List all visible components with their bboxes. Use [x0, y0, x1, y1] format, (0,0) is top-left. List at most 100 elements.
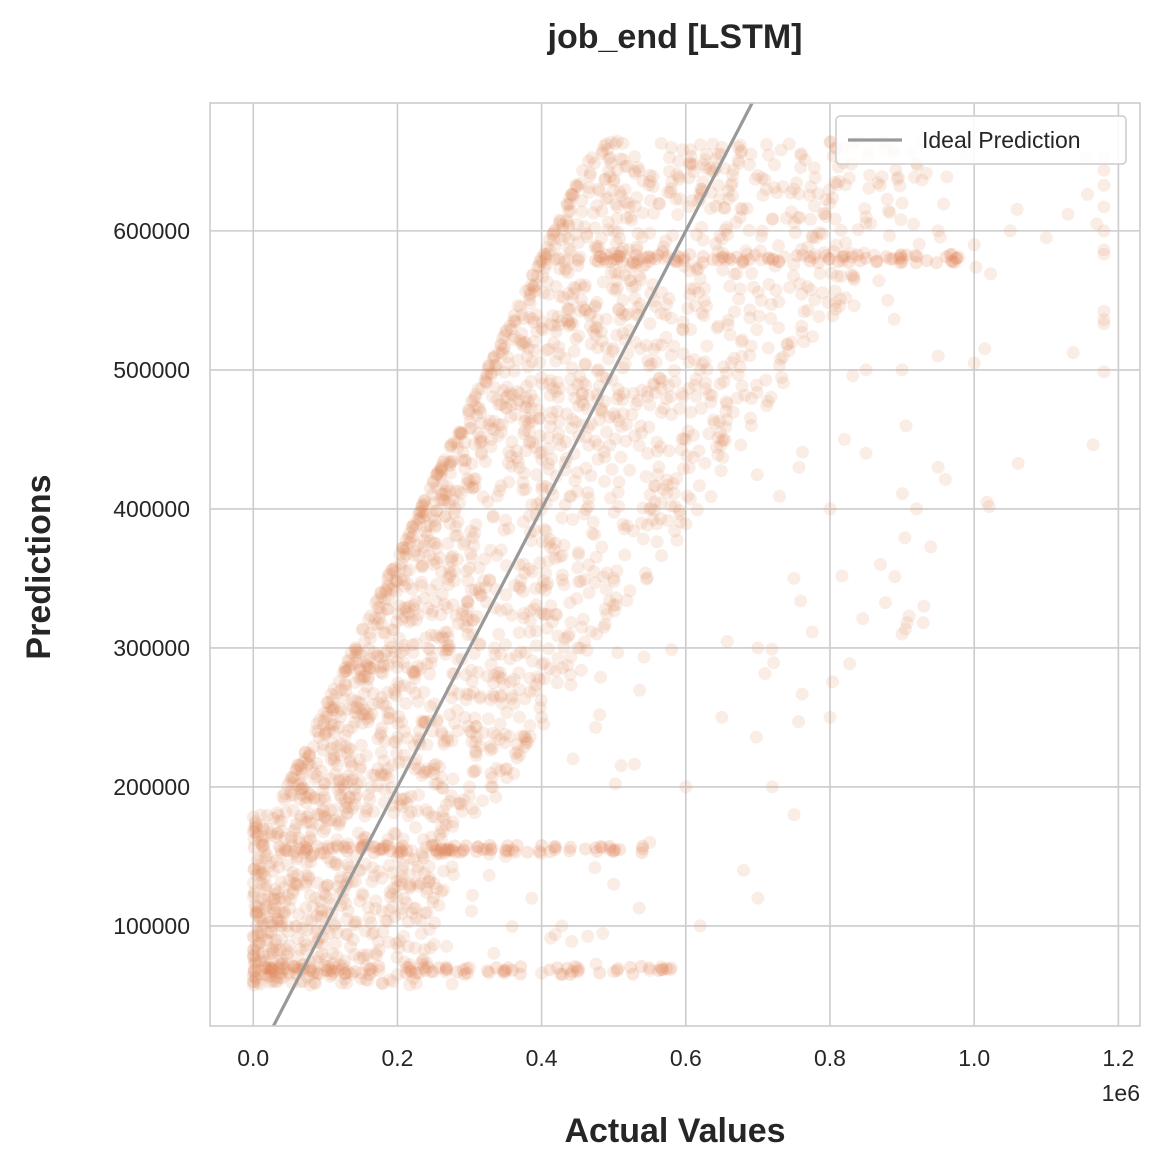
scatter-point [374, 729, 388, 743]
scatter-point [411, 538, 425, 552]
scatter-point [664, 961, 678, 975]
scatter-point [822, 251, 836, 265]
scatter-point [286, 804, 300, 818]
scatter-point [574, 278, 588, 292]
scatter-point [600, 425, 614, 439]
scatter-point [264, 961, 278, 975]
scatter-point [818, 207, 832, 221]
scatter-point [536, 535, 550, 549]
scatter-point [639, 566, 653, 580]
scatter-point [695, 357, 709, 371]
scatter-point [496, 342, 510, 356]
scatter-point [636, 206, 650, 220]
scatter-point [299, 869, 313, 883]
scatter-point [437, 597, 451, 611]
scatter-point [263, 965, 277, 979]
scatter-point [614, 759, 628, 773]
scatter-point [367, 805, 381, 819]
scatter-point [440, 601, 454, 615]
scatter-point [511, 353, 525, 367]
scatter-point [300, 791, 314, 805]
scatter-point [424, 700, 438, 714]
scatter-point [758, 667, 772, 681]
scatter-point [793, 211, 807, 225]
scatter-point [543, 963, 557, 977]
scatter-point [542, 377, 556, 391]
scatter-point [249, 820, 263, 834]
scatter-point [908, 249, 922, 263]
scatter-point [724, 356, 738, 370]
scatter-point [831, 255, 845, 269]
scatter-point [496, 331, 510, 345]
scatter-point [499, 849, 513, 863]
scatter-point [1061, 207, 1075, 221]
scatter-point [421, 641, 435, 655]
scatter-point [364, 609, 378, 623]
scatter-point [519, 444, 533, 458]
scatter-point [271, 962, 285, 976]
scatter-point [548, 928, 562, 942]
scatter-point [278, 793, 292, 807]
scatter-point [519, 335, 533, 349]
scatter-point [558, 264, 572, 278]
scatter-point [306, 900, 320, 914]
scatter-point [360, 680, 374, 694]
scatter-point [797, 335, 811, 349]
scatter-point [780, 338, 794, 352]
scatter-point [343, 940, 357, 954]
scatter-point [491, 666, 505, 680]
scatter-point [278, 831, 292, 845]
scatter-point [520, 412, 534, 426]
scatter-point [575, 394, 589, 408]
scatter-point [607, 342, 621, 356]
scatter-point [616, 361, 630, 375]
scatter-point [352, 951, 366, 965]
scatter-point [298, 934, 312, 948]
scatter-point [846, 369, 860, 383]
scatter-point [387, 687, 401, 701]
scatter-point [565, 187, 579, 201]
scatter-point [315, 947, 329, 961]
scatter-point [346, 657, 360, 671]
scatter-point [473, 588, 487, 602]
scatter-point [350, 645, 364, 659]
scatter-point [588, 299, 602, 313]
scatter-point [247, 821, 261, 835]
scatter-point [646, 169, 660, 183]
scatter-point [386, 758, 400, 772]
scatter-point [368, 902, 382, 916]
scatter-point [549, 385, 563, 399]
scatter-point [278, 894, 292, 908]
scatter-point [526, 435, 540, 449]
scatter-point [583, 169, 597, 183]
scatter-point [582, 586, 596, 600]
scatter-point [408, 941, 422, 955]
scatter-point [597, 252, 611, 266]
scatter-point [696, 175, 710, 189]
scatter-point [360, 658, 374, 672]
scatter-point [389, 936, 403, 950]
scatter-point [327, 682, 341, 696]
scatter-point [522, 424, 536, 438]
scatter-point [599, 192, 613, 206]
scatter-point [399, 547, 413, 561]
scatter-point [333, 780, 347, 794]
scatter-point [538, 583, 552, 597]
scatter-point [902, 609, 916, 623]
scatter-point [784, 205, 798, 219]
scatter-point [540, 621, 554, 635]
scatter-point [548, 252, 562, 266]
scatter-point [270, 826, 284, 840]
scatter-point [721, 313, 735, 327]
scatter-point [475, 382, 489, 396]
scatter-point [572, 963, 586, 977]
scatter-point [445, 860, 459, 874]
scatter-point [595, 402, 609, 416]
scatter-point [452, 496, 466, 510]
scatter-point [693, 138, 707, 152]
scatter-point [555, 549, 569, 563]
scatter-point [718, 433, 732, 447]
scatter-point [500, 602, 514, 616]
scatter-point [499, 588, 513, 602]
scatter-point [443, 569, 457, 583]
